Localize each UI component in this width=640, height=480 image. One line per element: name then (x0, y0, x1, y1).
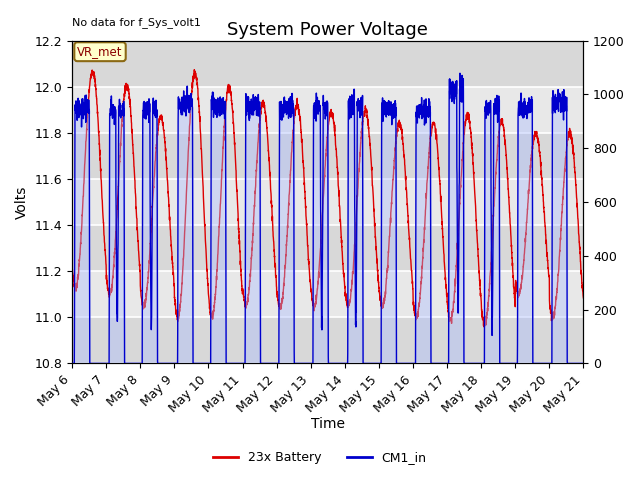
Title: System Power Voltage: System Power Voltage (227, 21, 428, 39)
Bar (72, 317, 584, 363)
Bar (72, 41, 584, 87)
Bar (72, 179, 584, 225)
Bar (72, 133, 584, 179)
Bar (72, 271, 584, 317)
Y-axis label: Volts: Volts (15, 185, 29, 219)
X-axis label: Time: Time (311, 418, 345, 432)
Text: VR_met: VR_met (77, 45, 123, 58)
Legend: 23x Battery, CM1_in: 23x Battery, CM1_in (208, 446, 432, 469)
Text: No data for f_Sys_volt1: No data for f_Sys_volt1 (72, 17, 201, 28)
Bar (72, 87, 584, 133)
Bar (72, 225, 584, 271)
